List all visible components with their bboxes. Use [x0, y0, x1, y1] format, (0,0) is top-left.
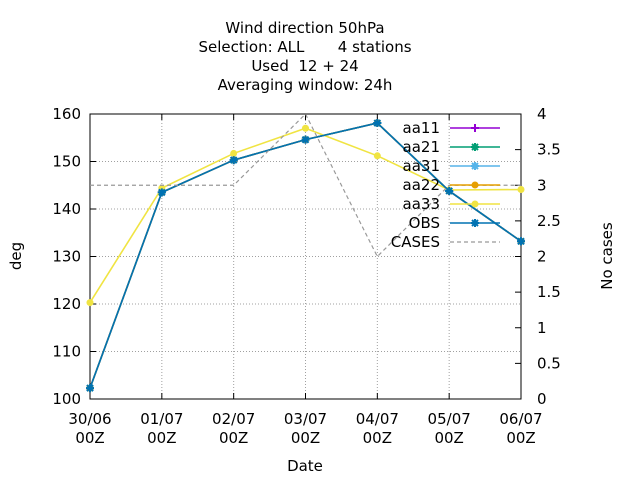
data-point-obs — [157, 188, 166, 197]
legend-marker-aa31 — [471, 162, 479, 170]
y2-tick-label: 4 — [537, 105, 547, 123]
y2-tick-label: 0 — [537, 390, 547, 408]
x-tick-label-hour: 00Z — [219, 429, 248, 447]
y2-axis-label: No cases — [598, 222, 616, 290]
y2-tick-label: 3 — [537, 176, 547, 194]
legend-label-aa21: aa21 — [403, 138, 440, 156]
data-point-obs — [301, 135, 310, 144]
y-axis-label: deg — [7, 242, 25, 270]
x-tick-label: 30/06 — [68, 410, 111, 428]
legend-label-aa31: aa31 — [403, 157, 440, 175]
series-line-cases — [90, 112, 521, 258]
axes: 30/0600Z01/0700Z02/0700Z03/0700Z04/0700Z… — [52, 105, 561, 447]
x-tick-label-hour: 00Z — [506, 429, 535, 447]
legend-label-aa33: aa33 — [403, 195, 440, 213]
x-tick-label-hour: 00Z — [434, 429, 463, 447]
x-tick-label: 04/07 — [356, 410, 399, 428]
y2-tick-label: 1.5 — [537, 283, 561, 301]
data-point-obs — [229, 156, 238, 165]
plot-area — [86, 112, 525, 393]
legend-marker-aa22 — [471, 181, 479, 189]
x-axis-label: Date — [287, 457, 323, 475]
legend-label-aa11: aa11 — [403, 119, 440, 137]
title-line-3: Used 12 + 24 — [251, 57, 358, 75]
y-tick-label: 130 — [52, 248, 81, 266]
x-tick-label: 01/07 — [140, 410, 183, 428]
y-tick-label: 160 — [52, 105, 81, 123]
data-point-aa33 — [373, 152, 381, 160]
y-tick-label: 140 — [52, 200, 81, 218]
y-tick-label: 110 — [52, 343, 81, 361]
legend-label-obs: OBS — [409, 214, 440, 232]
x-tick-label: 03/07 — [284, 410, 327, 428]
y2-tick-label: 1 — [537, 319, 547, 337]
plot-border — [89, 113, 522, 400]
legend-marker-aa11 — [471, 124, 479, 132]
data-point-aa33 — [302, 124, 309, 132]
y-tick-label: 100 — [52, 390, 81, 408]
data-point-obs — [373, 119, 382, 128]
data-point-obs — [86, 384, 94, 393]
legend-label-cases: CASES — [391, 233, 440, 251]
x-tick-label: 05/07 — [428, 410, 471, 428]
y-tick-label: 150 — [52, 153, 81, 171]
y2-tick-label: 3.5 — [537, 141, 561, 159]
chart-title: Wind direction 50hPa Selection: ALL 4 st… — [198, 19, 411, 94]
y2-tick-label: 2.5 — [537, 212, 561, 230]
x-tick-label-hour: 00Z — [75, 429, 104, 447]
data-point-aa33 — [230, 149, 238, 157]
x-tick-label-hour: 00Z — [363, 429, 392, 447]
legend-label-aa22: aa22 — [403, 176, 440, 194]
grid — [90, 114, 521, 399]
x-tick-label-hour: 00Z — [291, 429, 320, 447]
x-tick-label-hour: 00Z — [147, 429, 176, 447]
data-point-obs — [445, 186, 454, 195]
legend-marker-aa21 — [471, 143, 479, 151]
data-point-obs — [517, 237, 525, 246]
title-line-2: Selection: ALL 4 stations — [198, 38, 411, 56]
y-tick-label: 120 — [52, 295, 81, 313]
data-point-aa33 — [517, 186, 525, 194]
x-tick-label: 02/07 — [212, 410, 255, 428]
title-line-4: Averaging window: 24h — [218, 76, 393, 94]
legend-marker-aa33 — [471, 200, 479, 208]
data-point-aa33 — [86, 299, 94, 307]
title-line-1: Wind direction 50hPa — [225, 19, 384, 37]
y2-tick-label: 0.5 — [537, 354, 561, 372]
x-tick-label: 06/07 — [499, 410, 542, 428]
y2-tick-label: 2 — [537, 248, 547, 266]
legend-marker-obs — [471, 219, 479, 227]
